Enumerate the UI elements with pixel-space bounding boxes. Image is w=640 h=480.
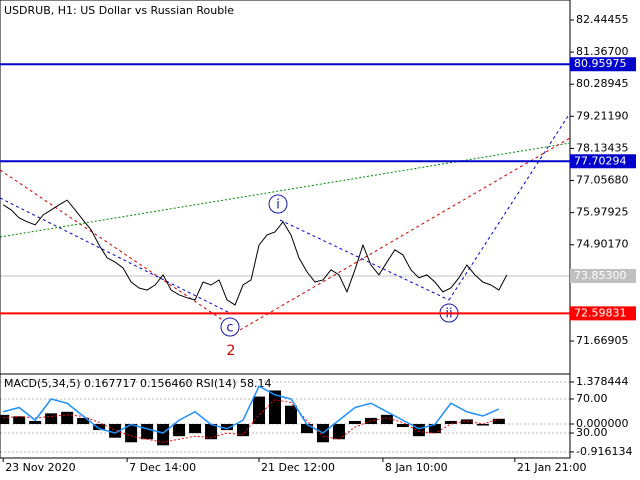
- macd-bar: [269, 390, 282, 424]
- x-tick-label: 21 Jan 21:00: [517, 461, 587, 474]
- macd-bar: [125, 423, 138, 443]
- level-box: [570, 57, 636, 72]
- y-tick-label: 78.13435: [576, 141, 629, 154]
- x-tick-label: 8 Jan 10:00: [385, 461, 448, 474]
- level-label: 72.59831: [574, 306, 627, 319]
- last-price-label: 73.85300: [574, 269, 627, 282]
- macd-bar: [428, 423, 441, 434]
- y-tick-label: 1.378444: [576, 375, 629, 388]
- y2-tick-label: 70.00: [576, 392, 608, 405]
- macd-bar: [237, 423, 250, 437]
- macd-bar: [396, 423, 409, 428]
- wave-label: 2: [227, 343, 236, 359]
- series-line: [3, 385, 500, 434]
- macd-bar: [285, 405, 297, 424]
- wave-label: c: [226, 321, 233, 336]
- trend-line: [0, 169, 231, 326]
- x-tick-label: 23 Nov 2020: [5, 461, 75, 474]
- macd-bar: [300, 423, 313, 434]
- macd-bar: [189, 423, 202, 434]
- y-tick-label: -0.916134: [576, 445, 632, 458]
- trend-line: [0, 142, 571, 238]
- macd-bar: [412, 423, 425, 437]
- macd-bar: [157, 423, 170, 446]
- macd-bar: [93, 423, 106, 431]
- macd-bar: [492, 418, 505, 424]
- macd-bar: [380, 414, 393, 424]
- macd-bar: [45, 413, 58, 424]
- macd-bar: [253, 396, 266, 424]
- level-box: [570, 154, 636, 169]
- macd-bar: [109, 423, 122, 438]
- level-label: 80.95975: [574, 57, 627, 70]
- macd-bar: [61, 411, 74, 424]
- y-tick-label: 79.21190: [576, 109, 629, 122]
- y-tick-label: 82.44455: [576, 13, 629, 26]
- series-line: [2, 199, 508, 306]
- y-tick-label: 74.90170: [576, 238, 629, 251]
- trend-line: [279, 219, 450, 301]
- trend-line: [0, 197, 231, 314]
- macd-bar: [141, 423, 154, 440]
- macd-bar: [77, 417, 90, 424]
- macd-bar: [476, 423, 489, 426]
- level-box: [570, 306, 636, 321]
- y-tick-label: 0.000000: [576, 417, 629, 430]
- y-tick-label: 80.28945: [576, 77, 629, 90]
- macd-bar: [29, 420, 42, 424]
- y-tick-label: 75.97925: [576, 206, 629, 219]
- macd-bar: [348, 420, 361, 424]
- x-tick-label: 21 Dec 12:00: [261, 461, 335, 474]
- y2-tick-label: 30.00: [576, 426, 608, 439]
- y-tick-label: 77.05680: [576, 174, 629, 187]
- indicator-title: MACD(5,34,5) 0.167717 0.156460 RSI(14) 5…: [4, 377, 271, 390]
- macd-bar: [460, 419, 473, 424]
- chart-title: USDRUB, H1: US Dollar vs Russian Rouble: [4, 4, 234, 17]
- wave-circle: [220, 317, 240, 337]
- level-label: 77.70294: [574, 154, 627, 167]
- macd-bar: [332, 423, 345, 440]
- y-tick-label: 81.36700: [576, 45, 629, 58]
- x-tick-label: 7 Dec 14:00: [129, 461, 196, 474]
- macd-bar: [13, 416, 26, 424]
- last-price-box: [570, 268, 636, 283]
- macd-bar: [205, 423, 218, 440]
- wave-label: i: [276, 198, 280, 213]
- wave-circle: [268, 194, 288, 214]
- y-tick-label: 71.66905: [576, 334, 629, 347]
- trend-line: [448, 112, 571, 301]
- macd-bar: [221, 423, 234, 431]
- trend-line: [239, 137, 571, 331]
- plot-frame: [0, 0, 571, 459]
- macd-bar: [0, 414, 10, 424]
- macd-bar: [444, 420, 457, 424]
- macd-bar: [173, 423, 186, 437]
